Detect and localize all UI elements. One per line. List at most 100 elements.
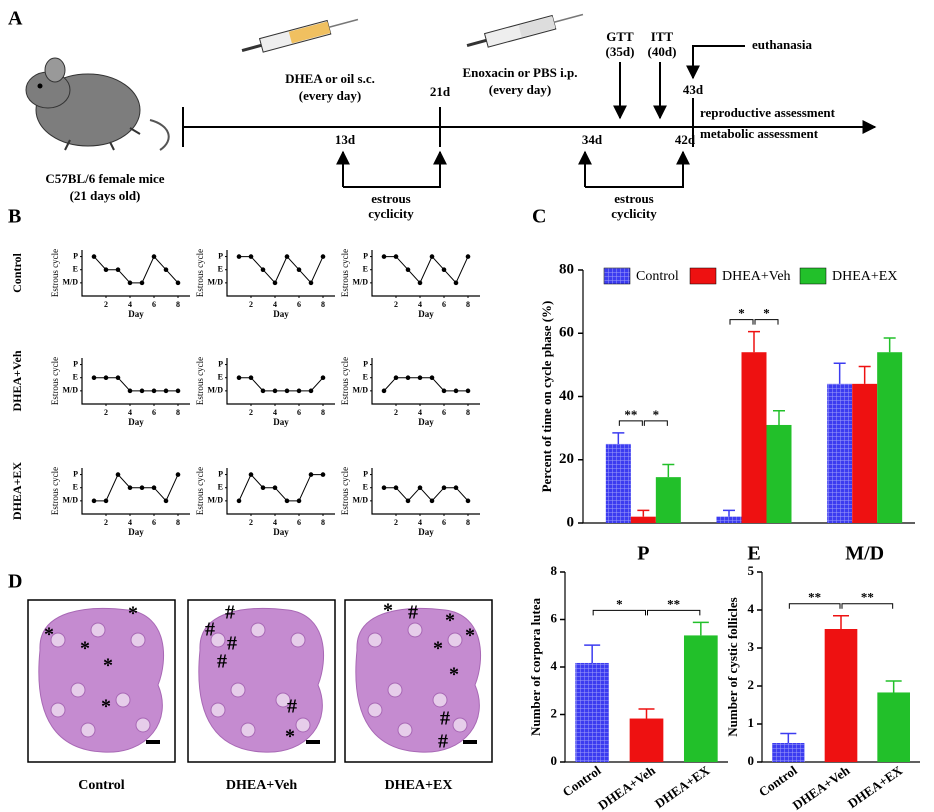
histology-follicle xyxy=(240,722,256,738)
y-tick-label: P xyxy=(363,359,368,368)
y-tick-label: 0 xyxy=(567,514,575,530)
bar xyxy=(655,477,681,523)
day-label: 13d xyxy=(335,132,356,147)
cycle-point xyxy=(248,375,254,381)
error-bar xyxy=(748,330,760,353)
histology-follicle xyxy=(275,692,291,708)
cycle-point xyxy=(429,254,435,259)
x-tick-label: 6 xyxy=(297,300,301,309)
x-tick-label: DHEA+Veh xyxy=(790,762,853,812)
x-tick-label: DHEA+EX xyxy=(845,762,906,811)
histology-symbol: # xyxy=(408,602,418,624)
bar xyxy=(605,443,631,523)
histology-follicle xyxy=(115,692,131,708)
day-label: 43d xyxy=(683,82,704,97)
histology-follicle xyxy=(387,682,403,698)
histology-symbol: * xyxy=(103,655,113,677)
histology-symbol: # xyxy=(440,708,450,730)
y-tick-label: M/D xyxy=(207,386,223,395)
histology-symbol: * xyxy=(449,664,459,686)
row-label: Control xyxy=(10,252,24,292)
histology-follicle xyxy=(447,632,463,648)
bar xyxy=(630,516,656,523)
y-tick-label: M/D xyxy=(352,278,368,287)
x-axis-label: Day xyxy=(418,417,434,427)
x-tick-label: 4 xyxy=(128,408,132,417)
x-tick-label: Control xyxy=(560,762,604,799)
cycle-point xyxy=(91,375,97,381)
cycle-point xyxy=(465,388,471,394)
error-bar xyxy=(773,409,785,425)
legend-label: DHEA+Veh xyxy=(722,269,791,284)
cycle-point xyxy=(272,388,278,394)
mouse-label: (21 days old) xyxy=(70,188,141,203)
bar xyxy=(629,718,664,762)
y-axis-label: Percent of time on cycle phase (%) xyxy=(539,301,554,493)
significance-bracket xyxy=(647,609,701,616)
histology-follicle xyxy=(407,622,423,638)
x-tick-label: 8 xyxy=(176,300,180,309)
x-tick-label: 2 xyxy=(104,408,108,417)
histology-follicle xyxy=(452,717,468,733)
significance-label: * xyxy=(763,306,770,321)
x-tick-label: 2 xyxy=(104,300,108,309)
panel-label: A xyxy=(8,8,23,30)
cycle-point xyxy=(308,280,314,286)
error-bar xyxy=(723,509,735,517)
y-tick-label: P xyxy=(73,359,78,368)
cycle-point xyxy=(320,254,326,259)
panel-label: B xyxy=(8,206,21,228)
significance-bracket xyxy=(841,603,894,609)
y-axis-label: Estrous cycle xyxy=(195,467,205,515)
bar xyxy=(852,383,878,523)
significance-bracket xyxy=(788,603,841,609)
y-tick-label: M/D xyxy=(62,386,78,395)
histology-follicle xyxy=(50,702,66,718)
test-label: GTT xyxy=(606,29,634,44)
y-tick-label: M/D xyxy=(352,496,368,505)
cycle-point xyxy=(393,485,399,491)
histology-caption: DHEA+Veh xyxy=(226,778,297,793)
histology-follicle xyxy=(210,702,226,718)
y-tick-label: 5 xyxy=(748,563,755,578)
cycle-point xyxy=(296,498,302,504)
histology-symbol: # xyxy=(227,633,237,655)
significance-bracket xyxy=(592,609,646,616)
significance-label: ** xyxy=(808,590,821,605)
error-bar xyxy=(692,621,709,636)
significance-label: ** xyxy=(667,596,680,611)
legend-label: DHEA+EX xyxy=(832,269,897,284)
x-tick-label: 2 xyxy=(394,408,398,417)
mouse-label: C57BL/6 female mice xyxy=(45,171,164,186)
x-tick-label: 4 xyxy=(418,300,422,309)
y-tick-label: 60 xyxy=(559,325,574,341)
cyclicity-label: cyclicity xyxy=(368,206,414,221)
syringe xyxy=(466,13,584,48)
legend-swatch xyxy=(603,267,631,285)
cycle-point xyxy=(151,388,157,394)
cycle-point xyxy=(441,267,447,273)
error-bar xyxy=(662,463,675,478)
y-tick-label: M/D xyxy=(207,278,223,287)
histology-symbol: * xyxy=(128,603,138,625)
bar xyxy=(827,383,853,523)
cycle-point xyxy=(236,375,242,381)
x-axis-label: Day xyxy=(128,417,144,427)
error-bar xyxy=(584,644,601,663)
histology-follicle xyxy=(230,682,246,698)
day-label: 42d xyxy=(675,132,696,147)
x-tick-label: 2 xyxy=(394,518,398,527)
y-tick-label: E xyxy=(363,373,368,382)
x-tick-label: 4 xyxy=(128,300,132,309)
y-tick-label: E xyxy=(73,265,78,274)
x-tick-label: 8 xyxy=(466,300,470,309)
assessment-label: metabolic assessment xyxy=(700,126,819,141)
cycle-point xyxy=(115,375,121,381)
histology-follicle xyxy=(367,702,383,718)
x-axis-label: Day xyxy=(128,309,144,319)
y-axis-label: Estrous cycle xyxy=(340,357,350,405)
y-tick-label: E xyxy=(218,483,223,492)
y-tick-label: 40 xyxy=(559,388,574,404)
row-label: DHEA+Veh xyxy=(10,350,24,411)
